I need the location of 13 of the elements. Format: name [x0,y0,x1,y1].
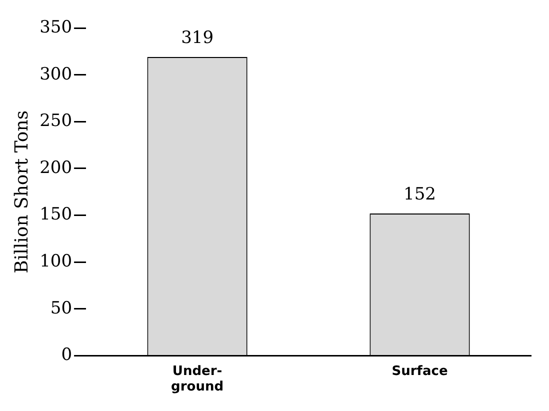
x-tick-label: Under- ground [171,364,224,395]
x-tick-label: Surface [392,364,448,379]
y-tick-label: 0 [61,345,72,366]
y-tick-label: 300 [40,64,72,84]
data-label: 319 [181,28,214,48]
y-tick-label: 150 [40,204,72,225]
data-label: 152 [404,184,436,204]
y-tick-label: 50 [50,298,72,318]
y-axis-title: Billion Short Tons [11,110,32,274]
y-tick-label: 250 [40,111,72,132]
y-tick-label: 350 [40,17,72,38]
y-tick-label: 100 [40,252,72,272]
y-tick-label: 200 [40,158,72,178]
